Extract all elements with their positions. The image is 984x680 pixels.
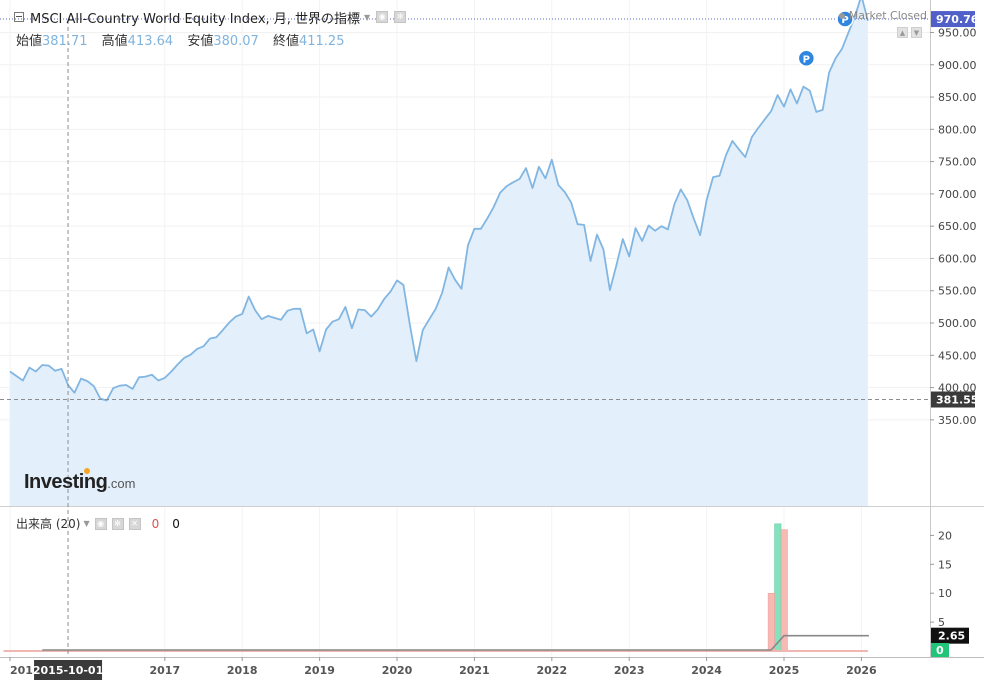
logo-dot-icon <box>84 468 90 474</box>
price-tick-label: 850.00 <box>938 91 977 104</box>
price-tick-label: 400.00 <box>938 382 977 395</box>
eye-icon[interactable]: ◉ <box>376 11 389 23</box>
price-line <box>9 0 869 402</box>
time-tick-label: 2019 <box>304 664 335 677</box>
chart-title-row: MSCI All-Country World Equity Index, 月, … <box>14 8 407 27</box>
volume-current-badge-label: 0 <box>936 644 944 657</box>
time-tick-label: 2021 <box>459 664 490 677</box>
chevron-down-icon[interactable]: ▼ <box>83 519 90 528</box>
eye-icon[interactable]: ◉ <box>94 517 107 530</box>
volume-value-b: 0 <box>172 516 180 531</box>
current-price-badge-label: 970.76 <box>936 13 979 26</box>
volume-tick-label: 5 <box>938 616 945 629</box>
reference-price-badge <box>931 391 975 408</box>
logo-suffix: .com <box>107 476 136 491</box>
price-tick-label: 900.00 <box>938 59 977 72</box>
price-tick-label: 700.00 <box>938 188 977 201</box>
time-tick-label: 2026 <box>846 664 877 677</box>
time-tick-label: 2022 <box>536 664 567 677</box>
high-label: 高値 <box>101 34 128 49</box>
volume-value-a: 0 <box>151 516 160 531</box>
time-tick-label: 2024 <box>691 664 722 677</box>
ohlc-readout: 始値381.71 高値413.64 安値380.07 終値411.25 <box>16 30 354 49</box>
price-tick-label: 500.00 <box>938 317 977 330</box>
price-tick-label: 450.00 <box>938 349 977 362</box>
open-value: 381.71 <box>42 34 88 49</box>
p-marker-label: P <box>803 54 810 65</box>
scale-buttons: ▲ ▼ <box>897 27 922 38</box>
price-tick-label: 800.00 <box>938 123 977 136</box>
scale-up-icon[interactable]: ▲ <box>897 27 908 38</box>
price-tick-label: 600.00 <box>938 252 977 265</box>
price-tick-label: 750.00 <box>938 156 977 169</box>
scale-down-icon[interactable]: ▼ <box>911 27 922 38</box>
low-label: 安値 <box>187 34 214 49</box>
price-plot <box>9 0 869 506</box>
high-value: 413.64 <box>127 34 174 49</box>
investing-logo: Investing.com <box>24 471 135 494</box>
volume-tick-label: 10 <box>938 587 952 600</box>
gear-icon[interactable]: ✻ <box>111 517 124 530</box>
time-tick-label: 2020 <box>382 664 413 677</box>
logo-name: Investing <box>24 471 108 493</box>
volume-tick-label: 15 <box>938 558 952 571</box>
market-status-text: Market Closed <box>848 9 927 22</box>
volume-legend: 出来高 (20) ▼ ◉ ✻ ✕ 0 0 <box>16 515 180 532</box>
price-tick-label: 950.00 <box>938 26 977 39</box>
price-tick-label: 650.00 <box>938 220 977 233</box>
volume-bar <box>767 592 775 652</box>
p-marker-label: P <box>841 15 848 26</box>
volume-label[interactable]: 出来高 (20) <box>16 517 81 531</box>
crosshair-date-badge <box>34 660 103 680</box>
volume-current-badge <box>931 643 949 657</box>
status-dot-icon <box>838 13 845 19</box>
volume-bar <box>780 529 788 652</box>
volume-ma-badge-label: 2.65 <box>938 630 965 643</box>
price-area <box>10 0 868 506</box>
time-tick-label: 2017 <box>149 664 180 677</box>
chevron-down-icon[interactable]: ▼ <box>364 12 371 22</box>
close-label: 終値 <box>272 34 299 49</box>
chart-title[interactable]: MSCI All-Country World Equity Index, 月, … <box>30 11 361 27</box>
low-value: 380.07 <box>213 34 259 49</box>
time-tick-label: 2015 <box>10 664 41 677</box>
price-tick-label: 550.00 <box>938 285 977 298</box>
collapse-icon[interactable] <box>14 12 24 22</box>
volume-bar <box>774 523 782 652</box>
open-label: 始値 <box>16 34 43 49</box>
close-icon[interactable]: ✕ <box>128 517 141 530</box>
volume-ma-badge <box>931 627 969 644</box>
p-marker <box>797 49 816 68</box>
close-value: 411.25 <box>298 34 345 49</box>
current-price-badge <box>931 11 975 28</box>
volume-plot <box>3 523 869 652</box>
volume-ma-line <box>42 634 869 651</box>
time-tick-label: 2025 <box>769 664 800 677</box>
time-tick-label: 2023 <box>614 664 645 677</box>
gear-icon[interactable]: ✻ <box>394 11 407 23</box>
price-tick-label: 350.00 <box>938 414 977 427</box>
time-tick-label: 2018 <box>227 664 258 677</box>
market-status: Market Closed <box>838 9 927 22</box>
reference-price-badge-label: 381.55 <box>936 394 978 407</box>
volume-tick-label: 20 <box>938 529 952 542</box>
crosshair-date-label: 2015-10-01 <box>33 664 103 677</box>
